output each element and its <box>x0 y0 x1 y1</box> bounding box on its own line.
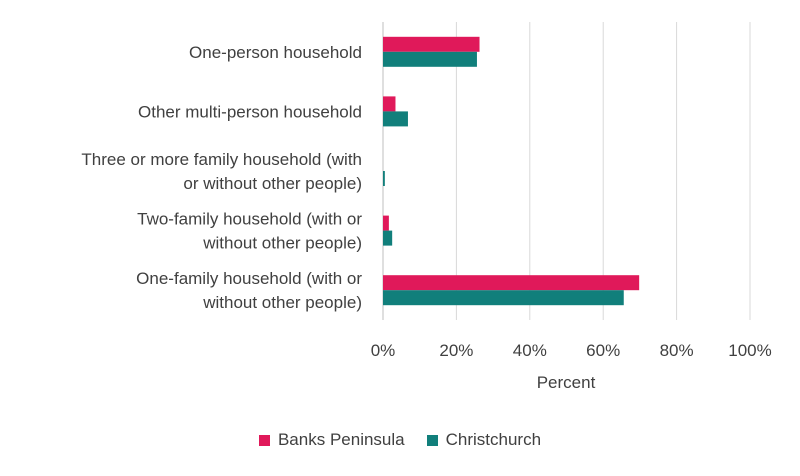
x-tick-label: 100% <box>728 341 771 360</box>
legend-label-christchurch: Christchurch <box>445 430 542 449</box>
category-label: Other multi-person household <box>138 102 362 121</box>
legend-label-banks-peninsula: Banks Peninsula <box>277 430 405 449</box>
gridlines <box>382 22 751 320</box>
legend-item-christchurch: Christchurch <box>426 430 542 450</box>
bar-banks-peninsula-0 <box>383 36 480 52</box>
category-label: Two-family household (with or <box>137 210 362 229</box>
bar-christchurch-2 <box>383 171 385 186</box>
legend-item-banks-peninsula: Banks Peninsula <box>258 430 405 450</box>
bar-banks-peninsula-1 <box>383 96 396 112</box>
legend-swatch-banks-peninsula <box>258 434 270 446</box>
x-tick-label: 0% <box>371 341 396 360</box>
bar-christchurch-0 <box>383 51 477 67</box>
bar-christchurch-4 <box>383 290 624 306</box>
bar-christchurch-3 <box>383 230 393 246</box>
category-label: without other people) <box>202 293 362 312</box>
category-label: without other people) <box>202 234 362 253</box>
x-tick-label: 20% <box>439 341 473 360</box>
category-labels: One-person household Other multi-person h… <box>81 43 362 312</box>
category-label: Three or more family household (with <box>81 150 362 169</box>
category-label: or without other people) <box>183 174 362 193</box>
bar-banks-peninsula-4 <box>383 275 640 291</box>
legend-swatch-christchurch <box>426 434 438 446</box>
category-label: One-person household <box>189 43 362 62</box>
bars <box>383 36 640 306</box>
x-tick-label: 40% <box>513 341 547 360</box>
x-tick-label: 80% <box>660 341 694 360</box>
category-label: One-family household (with or <box>136 269 362 288</box>
x-tick-label: 60% <box>586 341 620 360</box>
bar-christchurch-1 <box>383 111 408 127</box>
bar-chart: One-person household Other multi-person h… <box>81 22 772 392</box>
x-axis-title: Percent <box>537 373 596 392</box>
x-tick-labels: 0% 20% 40% 60% 80% 100% <box>371 341 772 360</box>
legend: Banks Peninsula Christchurch <box>0 430 800 450</box>
bar-banks-peninsula-3 <box>383 215 389 231</box>
